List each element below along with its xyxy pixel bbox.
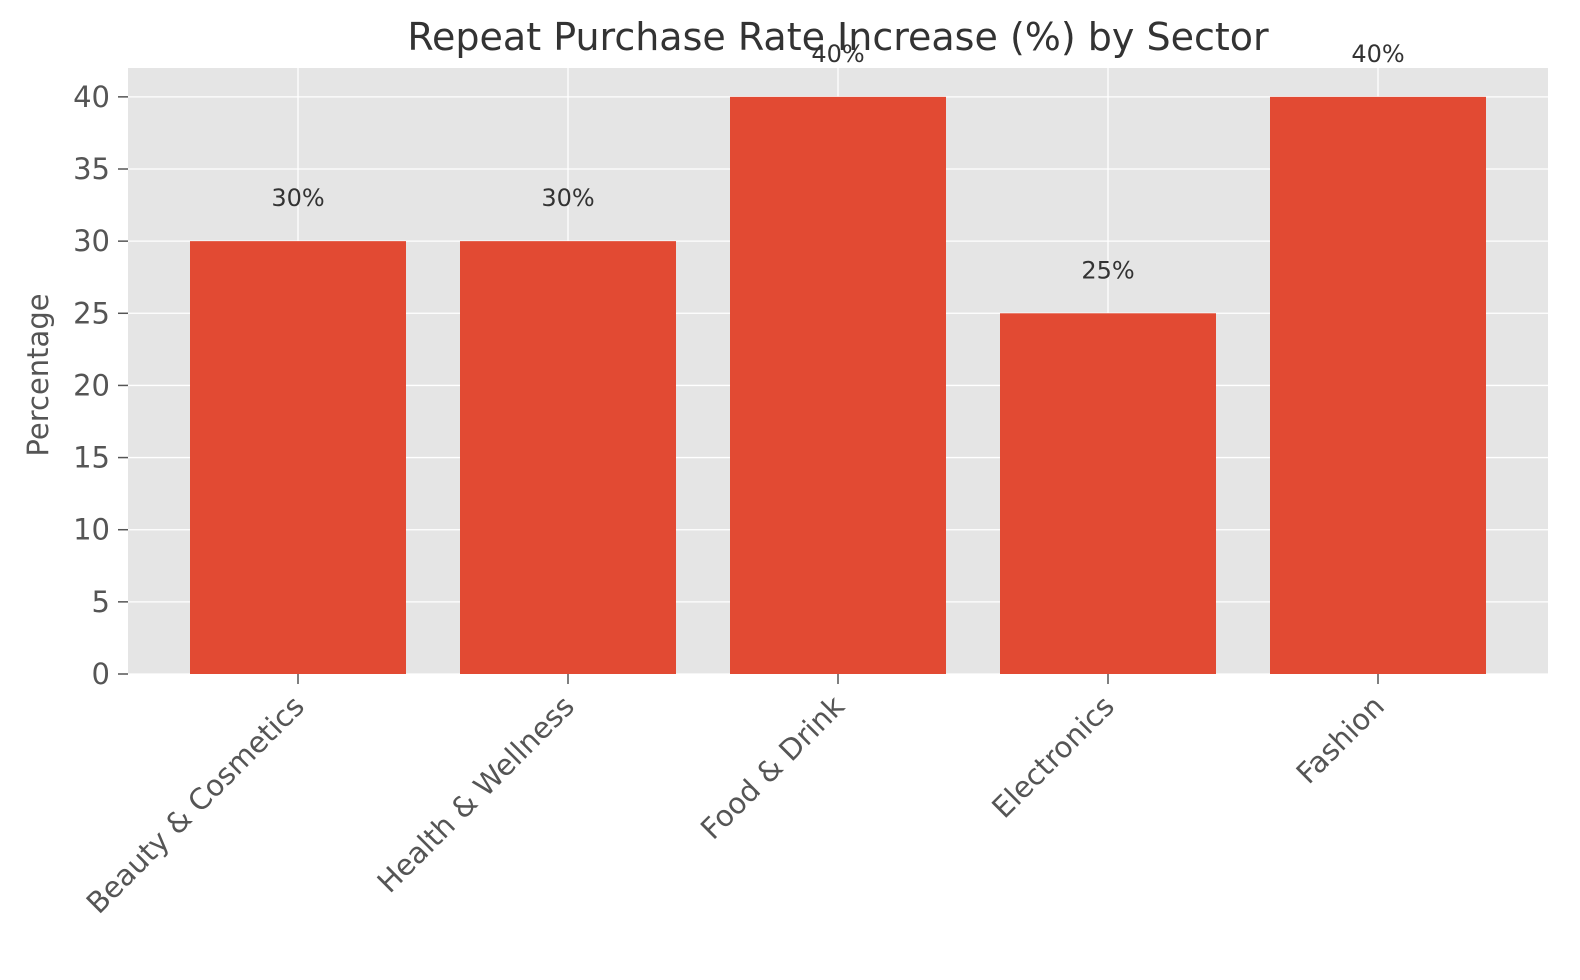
- y-tick-label: 0: [92, 657, 110, 691]
- x-tick-label: Beauty & Cosmetics: [80, 689, 311, 920]
- bars: [190, 96, 1486, 675]
- y-tick-label: 30: [73, 224, 110, 258]
- chart-title: Repeat Purchase Rate Increase (%) by Sec…: [407, 15, 1269, 59]
- y-tick-label: 20: [73, 368, 110, 402]
- bar: [1270, 96, 1486, 675]
- bar-value-label: 25%: [1081, 256, 1134, 284]
- bar: [190, 241, 406, 674]
- y-tick-label: 35: [73, 152, 110, 186]
- y-tick-label: 25: [73, 296, 110, 330]
- x-tick-label: Fashion: [1290, 689, 1391, 790]
- x-tick-label: Health & Wellness: [370, 689, 580, 899]
- bar: [1000, 313, 1216, 674]
- y-axis-ticks: 0 5 10 15 20 25 30 35 40: [73, 80, 128, 691]
- y-tick-label: 15: [73, 441, 110, 475]
- y-tick-label: 40: [73, 80, 110, 114]
- x-tick-label: Food & Drink: [694, 689, 851, 846]
- bar-value-label: 30%: [541, 184, 594, 212]
- bar-value-labels: 30% 30% 40% 25% 40%: [271, 40, 1404, 284]
- bar: [460, 241, 676, 674]
- y-tick-label: 5: [92, 585, 110, 619]
- bar-value-label: 40%: [1351, 40, 1404, 68]
- bar: [730, 96, 946, 675]
- bar-value-label: 30%: [271, 184, 324, 212]
- x-tick-label: Electronics: [985, 689, 1121, 825]
- bar-value-label: 40%: [811, 40, 864, 68]
- x-axis-ticks: Beauty & Cosmetics Health & Wellness Food …: [80, 674, 1391, 920]
- y-axis-label: Percentage: [21, 293, 55, 456]
- y-tick-label: 10: [73, 513, 110, 547]
